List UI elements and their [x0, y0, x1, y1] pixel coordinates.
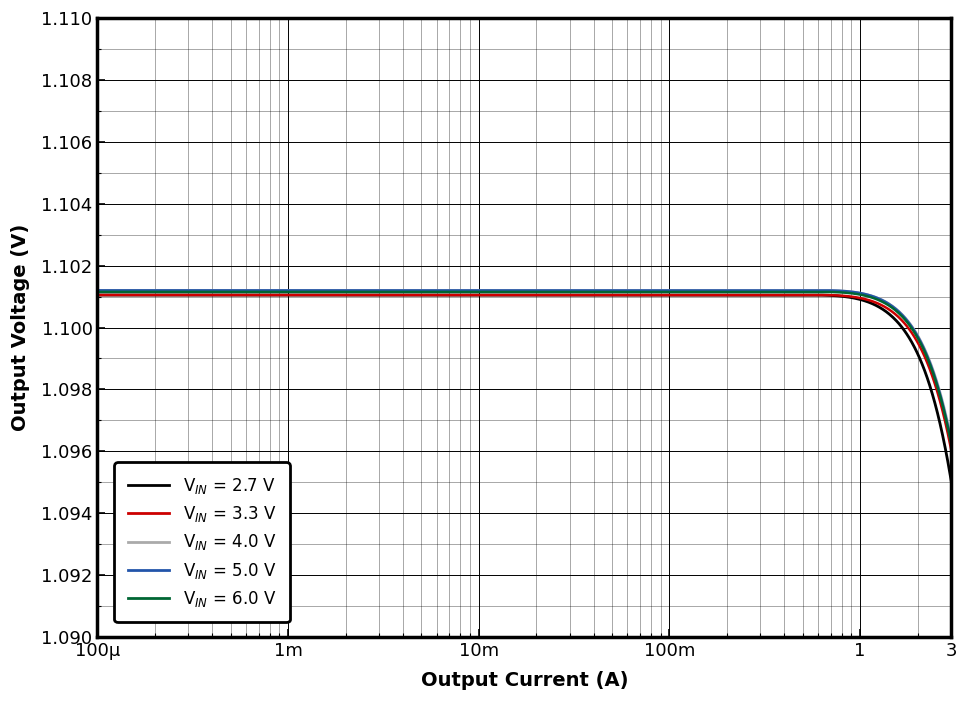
V$_{IN}$ = 4.0 V: [468, 286, 479, 294]
Line: V$_{IN}$ = 6.0 V: V$_{IN}$ = 6.0 V: [98, 292, 952, 444]
V$_{IN}$ = 2.7 V: [678, 291, 689, 299]
V$_{IN}$ = 2.7 V: [946, 477, 957, 485]
V$_{IN}$ = 3.3 V: [92, 291, 104, 299]
V$_{IN}$ = 3.3 V: [179, 291, 191, 299]
V$_{IN}$ = 4.0 V: [179, 286, 191, 294]
V$_{IN}$ = 2.7 V: [772, 291, 784, 299]
Legend: V$_{IN}$ = 2.7 V, V$_{IN}$ = 3.3 V, V$_{IN}$ = 4.0 V, V$_{IN}$ = 5.0 V, V$_{IN}$: V$_{IN}$ = 2.7 V, V$_{IN}$ = 3.3 V, V$_{…: [114, 463, 289, 622]
V$_{IN}$ = 6.0 V: [946, 440, 957, 448]
V$_{IN}$ = 4.0 V: [678, 286, 689, 294]
V$_{IN}$ = 2.7 V: [92, 291, 104, 299]
V$_{IN}$ = 6.0 V: [437, 287, 448, 296]
V$_{IN}$ = 2.7 V: [179, 291, 191, 299]
V$_{IN}$ = 5.0 V: [946, 438, 957, 447]
Line: V$_{IN}$ = 4.0 V: V$_{IN}$ = 4.0 V: [98, 290, 952, 439]
V$_{IN}$ = 4.0 V: [946, 435, 957, 443]
V$_{IN}$ = 5.0 V: [678, 286, 689, 294]
V$_{IN}$ = 3.3 V: [678, 291, 689, 299]
X-axis label: Output Current (A): Output Current (A): [420, 671, 628, 690]
V$_{IN}$ = 6.0 V: [772, 287, 784, 296]
V$_{IN}$ = 6.0 V: [92, 287, 104, 296]
V$_{IN}$ = 6.0 V: [179, 287, 191, 296]
V$_{IN}$ = 2.7 V: [437, 291, 448, 299]
V$_{IN}$ = 4.0 V: [757, 286, 769, 294]
V$_{IN}$ = 3.3 V: [946, 446, 957, 454]
V$_{IN}$ = 3.3 V: [437, 291, 448, 299]
Line: V$_{IN}$ = 2.7 V: V$_{IN}$ = 2.7 V: [98, 295, 952, 481]
V$_{IN}$ = 4.0 V: [772, 286, 784, 294]
V$_{IN}$ = 6.0 V: [678, 287, 689, 296]
V$_{IN}$ = 6.0 V: [468, 287, 479, 296]
V$_{IN}$ = 5.0 V: [437, 286, 448, 294]
V$_{IN}$ = 4.0 V: [92, 286, 104, 294]
V$_{IN}$ = 4.0 V: [437, 286, 448, 294]
V$_{IN}$ = 5.0 V: [92, 286, 104, 294]
Line: V$_{IN}$ = 3.3 V: V$_{IN}$ = 3.3 V: [98, 295, 952, 450]
Y-axis label: Output Voltage (V): Output Voltage (V): [11, 224, 30, 431]
V$_{IN}$ = 5.0 V: [179, 286, 191, 294]
V$_{IN}$ = 3.3 V: [468, 291, 479, 299]
V$_{IN}$ = 5.0 V: [772, 286, 784, 294]
V$_{IN}$ = 2.7 V: [468, 291, 479, 299]
V$_{IN}$ = 2.7 V: [757, 291, 769, 299]
V$_{IN}$ = 3.3 V: [772, 291, 784, 299]
Line: V$_{IN}$ = 5.0 V: V$_{IN}$ = 5.0 V: [98, 290, 952, 442]
V$_{IN}$ = 5.0 V: [468, 286, 479, 294]
V$_{IN}$ = 5.0 V: [757, 286, 769, 294]
V$_{IN}$ = 6.0 V: [757, 287, 769, 296]
V$_{IN}$ = 3.3 V: [757, 291, 769, 299]
